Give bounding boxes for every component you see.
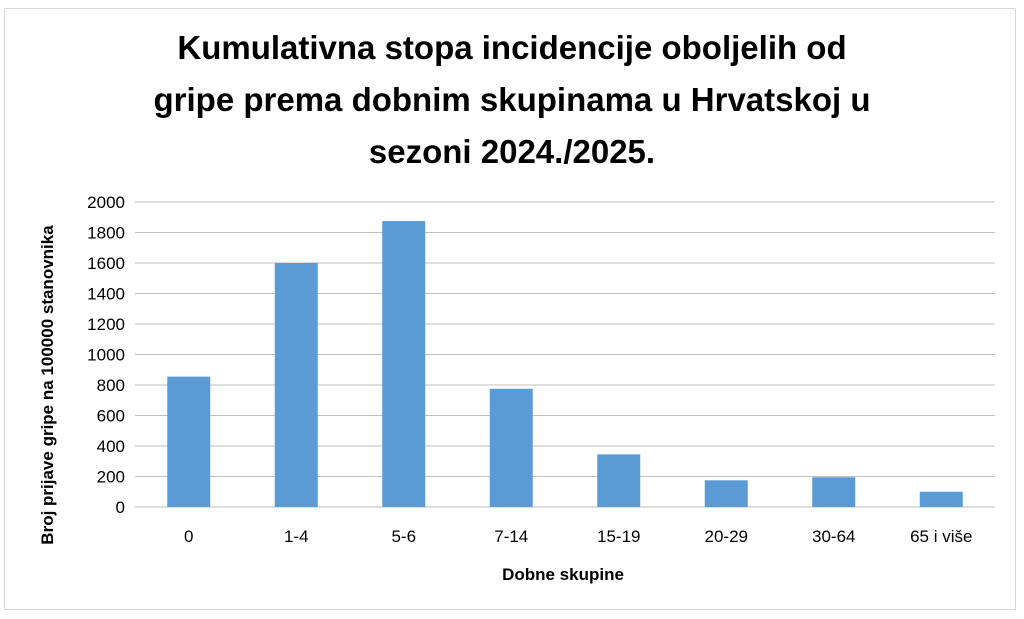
x-tick-label: 1-4 (284, 527, 309, 546)
x-tick-label: 5-6 (391, 527, 416, 546)
y-tick-labels: 0 200 400 600 800 1000 1200 1400 1600 1800 2000 (87, 193, 125, 517)
x-tick-label: 20-29 (705, 527, 748, 546)
y-tick-label: 200 (97, 468, 125, 487)
x-tick-label: 7-14 (494, 527, 528, 546)
bar-5-6 (382, 221, 426, 507)
y-tick-label: 1600 (87, 254, 125, 273)
bar-20-29 (704, 480, 748, 507)
x-axis-title: Dobne skupine (502, 565, 624, 584)
gridlines (135, 201, 995, 508)
x-tick-labels: 0 1-4 5-6 7-14 15-19 20-29 30-64 65 i više (184, 527, 972, 546)
y-tick-label: 800 (97, 376, 125, 395)
y-tick-label: 600 (97, 407, 125, 426)
chart-title: Kumulativna stopa incidencije oboljelih … (0, 22, 1024, 178)
y-tick-label: 1400 (87, 285, 125, 304)
bar-30-64 (812, 477, 856, 507)
chart-frame (4, 8, 1016, 610)
x-tick-label: 65 i više (910, 527, 972, 546)
y-tick-label: 0 (116, 498, 125, 517)
x-tick-label: 15-19 (597, 527, 640, 546)
y-axis-title: Broj prijave gripe na 100000 stanovnika (38, 225, 57, 545)
bar-0 (167, 376, 211, 507)
bar-1-4 (274, 263, 318, 507)
bars (167, 221, 963, 507)
bar-65-i-više (919, 491, 963, 507)
bar-15-19 (597, 454, 641, 507)
x-tick-label: 30-64 (812, 527, 855, 546)
y-tick-label: 400 (97, 437, 125, 456)
y-tick-label: 2000 (87, 193, 125, 212)
chart-title-line-2: gripe prema dobnim skupinama u Hrvatskoj… (153, 81, 871, 118)
y-tick-label: 1200 (87, 315, 125, 334)
y-tick-label: 1800 (87, 224, 125, 243)
chart-title-line-1: Kumulativna stopa incidencije oboljelih … (177, 29, 847, 66)
x-tick-label: 0 (184, 527, 193, 546)
chart-title-line-3: sezoni 2024./2025. (368, 133, 656, 170)
y-tick-label: 1000 (87, 346, 125, 365)
bar-7-14 (489, 388, 533, 507)
